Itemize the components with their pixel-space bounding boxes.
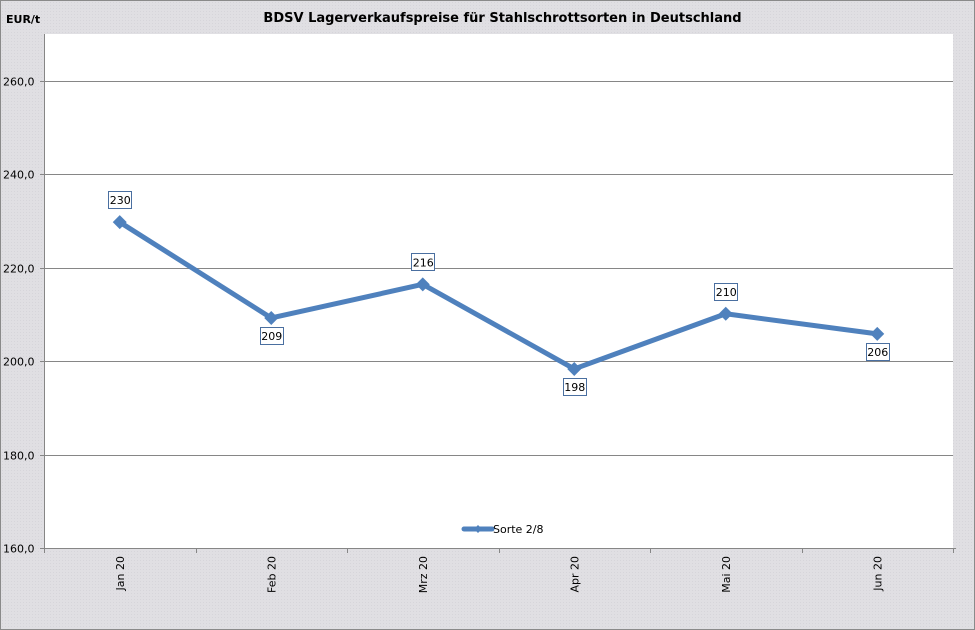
x-axis: Jan 20 Feb 20 Mrz 20 Apr 20 Mai 20 Jun 20: [44, 548, 956, 593]
y-tick-label: 180,0: [3, 450, 35, 463]
legend: Sorte 2/8: [461, 523, 544, 536]
x-tick-label: Feb 20: [265, 556, 278, 593]
y-tick-label: 260,0: [3, 76, 35, 89]
data-label-box: [260, 327, 284, 345]
data-label-box: [411, 253, 435, 271]
data-label: 210: [716, 286, 737, 299]
data-label: 216: [413, 256, 434, 269]
legend-label: Sorte 2/8: [493, 523, 544, 536]
data-label-box: [866, 343, 890, 361]
data-label-box: [563, 378, 587, 396]
x-tick-label: Apr 20: [568, 556, 581, 593]
series-line: [118, 220, 878, 372]
data-label-box: [108, 191, 132, 209]
y-tick-label: 160,0: [3, 543, 35, 556]
diamond-marker: [112, 215, 127, 230]
data-label: 206: [867, 346, 888, 359]
x-tick-label: Mai 20: [720, 556, 733, 593]
series-sorte-2-8: [112, 215, 885, 376]
y-axis-unit-label: EUR/t: [6, 13, 41, 26]
diamond-marker: [870, 326, 885, 341]
y-tick-label: 220,0: [3, 263, 35, 276]
data-label: 209: [261, 330, 282, 343]
legend-marker-icon: [474, 525, 482, 533]
x-tick-label: Jan 20: [114, 556, 127, 591]
y-axis: 160,0 180,0 200,0 220,0 240,0 260,0: [3, 34, 45, 556]
data-label: 230: [110, 194, 131, 207]
y-tick-label: 240,0: [3, 169, 35, 182]
data-label-box: [714, 283, 738, 301]
data-label: 198: [564, 381, 585, 394]
diamond-marker: [415, 277, 430, 292]
plot-area: [44, 34, 953, 548]
data-labels: 230 209 216 198 210 206: [108, 191, 890, 396]
chart-title: BDSV Lagerverkaufspreise für Stahlschrot…: [263, 11, 742, 26]
x-tick-label: Mrz 20: [417, 556, 430, 593]
diamond-marker: [718, 306, 733, 321]
x-tick-label: Jun 20: [871, 556, 884, 592]
diamond-marker: [567, 361, 582, 376]
y-tick-label: 200,0: [3, 356, 35, 369]
diamond-marker: [264, 310, 279, 325]
